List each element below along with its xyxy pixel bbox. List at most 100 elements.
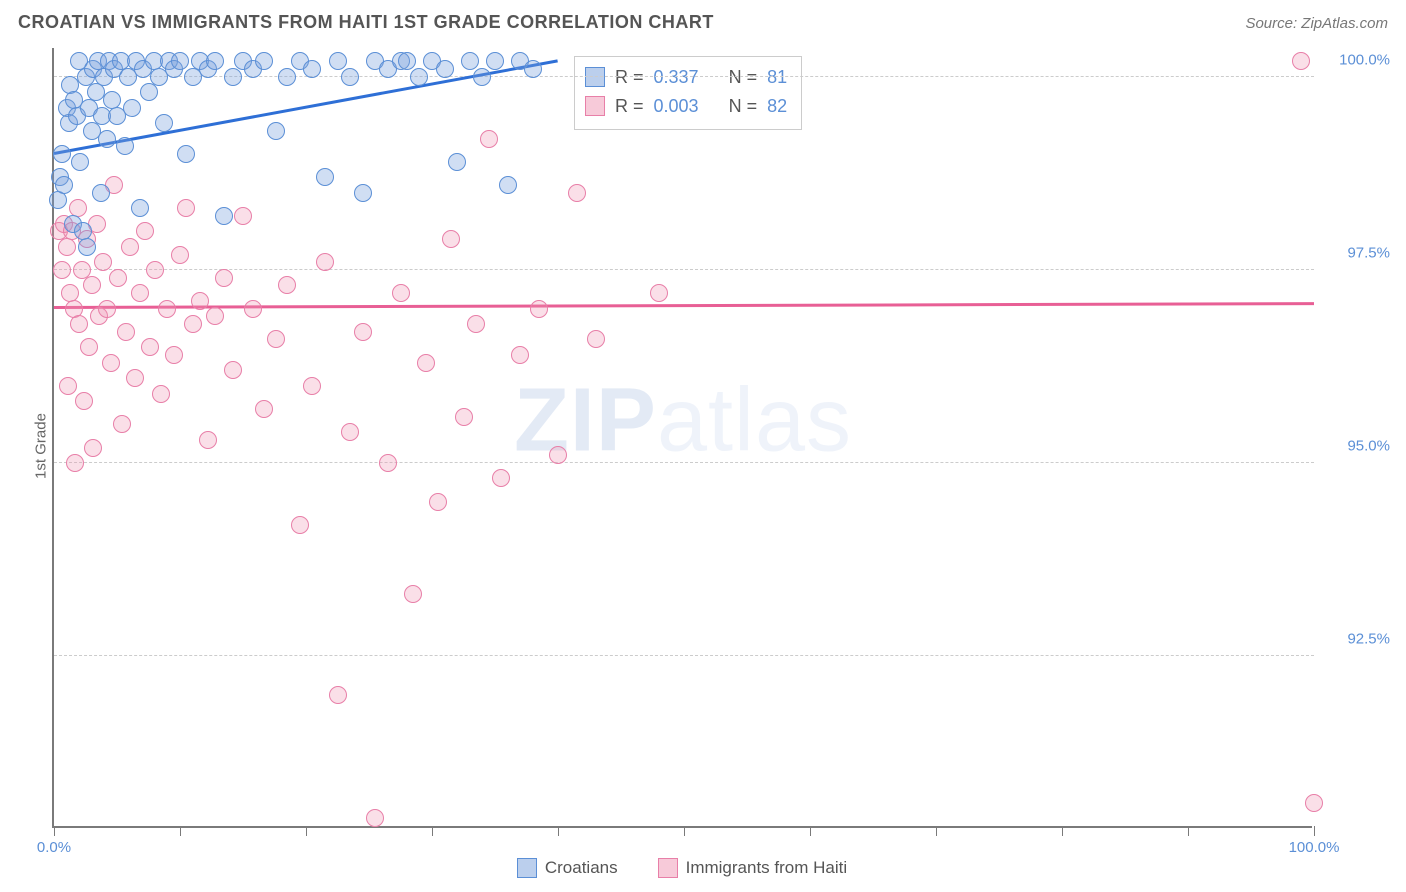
bottom-legend: Croatians Immigrants from Haiti (52, 858, 1312, 878)
scatter-point (177, 145, 195, 163)
scatter-point (410, 68, 428, 86)
scatter-point (316, 168, 334, 186)
scatter-point (530, 300, 548, 318)
scatter-point (55, 176, 73, 194)
scatter-point (568, 184, 586, 202)
scatter-point (171, 52, 189, 70)
scatter-point (215, 207, 233, 225)
scatter-point (341, 423, 359, 441)
scatter-point (87, 83, 105, 101)
scatter-point (354, 184, 372, 202)
scatter-point (53, 261, 71, 279)
scatter-point (146, 261, 164, 279)
scatter-point (177, 199, 195, 217)
scatter-point (1305, 794, 1323, 812)
chart-title: CROATIAN VS IMMIGRANTS FROM HAITI 1ST GR… (18, 12, 714, 33)
stats-legend-box: R = 0.337 N = 81 R = 0.003 N = 82 (574, 56, 802, 130)
legend-item-croatians: Croatians (517, 858, 618, 878)
scatter-point (75, 392, 93, 410)
x-tick-label: 100.0% (1289, 839, 1340, 856)
scatter-point (650, 284, 668, 302)
legend-item-haiti: Immigrants from Haiti (658, 858, 848, 878)
scatter-point (303, 60, 321, 78)
gridline (54, 76, 1314, 77)
scatter-point (191, 292, 209, 310)
x-tick (54, 826, 55, 836)
scatter-point (94, 253, 112, 271)
scatter-point (480, 130, 498, 148)
scatter-point (53, 145, 71, 163)
y-axis-label: 1st Grade (32, 413, 49, 479)
x-tick (306, 826, 307, 836)
scatter-point (102, 354, 120, 372)
scatter-point (70, 315, 88, 333)
scatter-point (152, 385, 170, 403)
x-tick (936, 826, 937, 836)
scatter-point (136, 222, 154, 240)
scatter-point (316, 253, 334, 271)
scatter-point (58, 238, 76, 256)
scatter-point (140, 83, 158, 101)
scatter-point (429, 493, 447, 511)
scatter-point (417, 354, 435, 372)
scatter-point (59, 377, 77, 395)
scatter-point (141, 338, 159, 356)
swatch-icon (517, 858, 537, 878)
scatter-point (66, 454, 84, 472)
scatter-point (224, 361, 242, 379)
scatter-point (171, 246, 189, 264)
scatter-point (524, 60, 542, 78)
scatter-point (71, 153, 89, 171)
scatter-point (215, 269, 233, 287)
scatter-point (109, 269, 127, 287)
scatter-point (255, 52, 273, 70)
scatter-point (461, 52, 479, 70)
scatter-point (442, 230, 460, 248)
scatter-point (126, 369, 144, 387)
stats-row-croatians: R = 0.337 N = 81 (585, 63, 787, 92)
scatter-point (341, 68, 359, 86)
scatter-point (123, 99, 141, 117)
scatter-point (206, 52, 224, 70)
scatter-point (366, 809, 384, 827)
scatter-point (329, 686, 347, 704)
scatter-point (165, 346, 183, 364)
y-tick-label: 100.0% (1339, 51, 1390, 68)
y-tick-label: 95.0% (1347, 438, 1390, 455)
y-tick-label: 97.5% (1347, 244, 1390, 261)
scatter-point (267, 122, 285, 140)
scatter-point (98, 130, 116, 148)
scatter-point (267, 330, 285, 348)
scatter-point (206, 307, 224, 325)
x-tick (432, 826, 433, 836)
scatter-point (84, 439, 102, 457)
scatter-point (98, 300, 116, 318)
scatter-point (83, 276, 101, 294)
x-tick (1062, 826, 1063, 836)
scatter-point (244, 300, 262, 318)
x-tick (558, 826, 559, 836)
scatter-point (404, 585, 422, 603)
scatter-point (49, 191, 67, 209)
scatter-point (278, 276, 296, 294)
scatter-point (467, 315, 485, 333)
source-attribution: Source: ZipAtlas.com (1245, 15, 1388, 32)
scatter-point (78, 238, 96, 256)
scatter-point (155, 114, 173, 132)
scatter-point (379, 454, 397, 472)
scatter-point (116, 137, 134, 155)
x-tick (810, 826, 811, 836)
scatter-point (255, 400, 273, 418)
x-tick (180, 826, 181, 836)
scatter-point (117, 323, 135, 341)
swatch-icon (658, 858, 678, 878)
scatter-point (303, 377, 321, 395)
scatter-point (354, 323, 372, 341)
y-tick-label: 92.5% (1347, 631, 1390, 648)
scatter-point (398, 52, 416, 70)
scatter-point (291, 516, 309, 534)
scatter-point (486, 52, 504, 70)
scatter-point (131, 284, 149, 302)
scatter-point (224, 68, 242, 86)
x-tick-label: 0.0% (37, 839, 71, 856)
